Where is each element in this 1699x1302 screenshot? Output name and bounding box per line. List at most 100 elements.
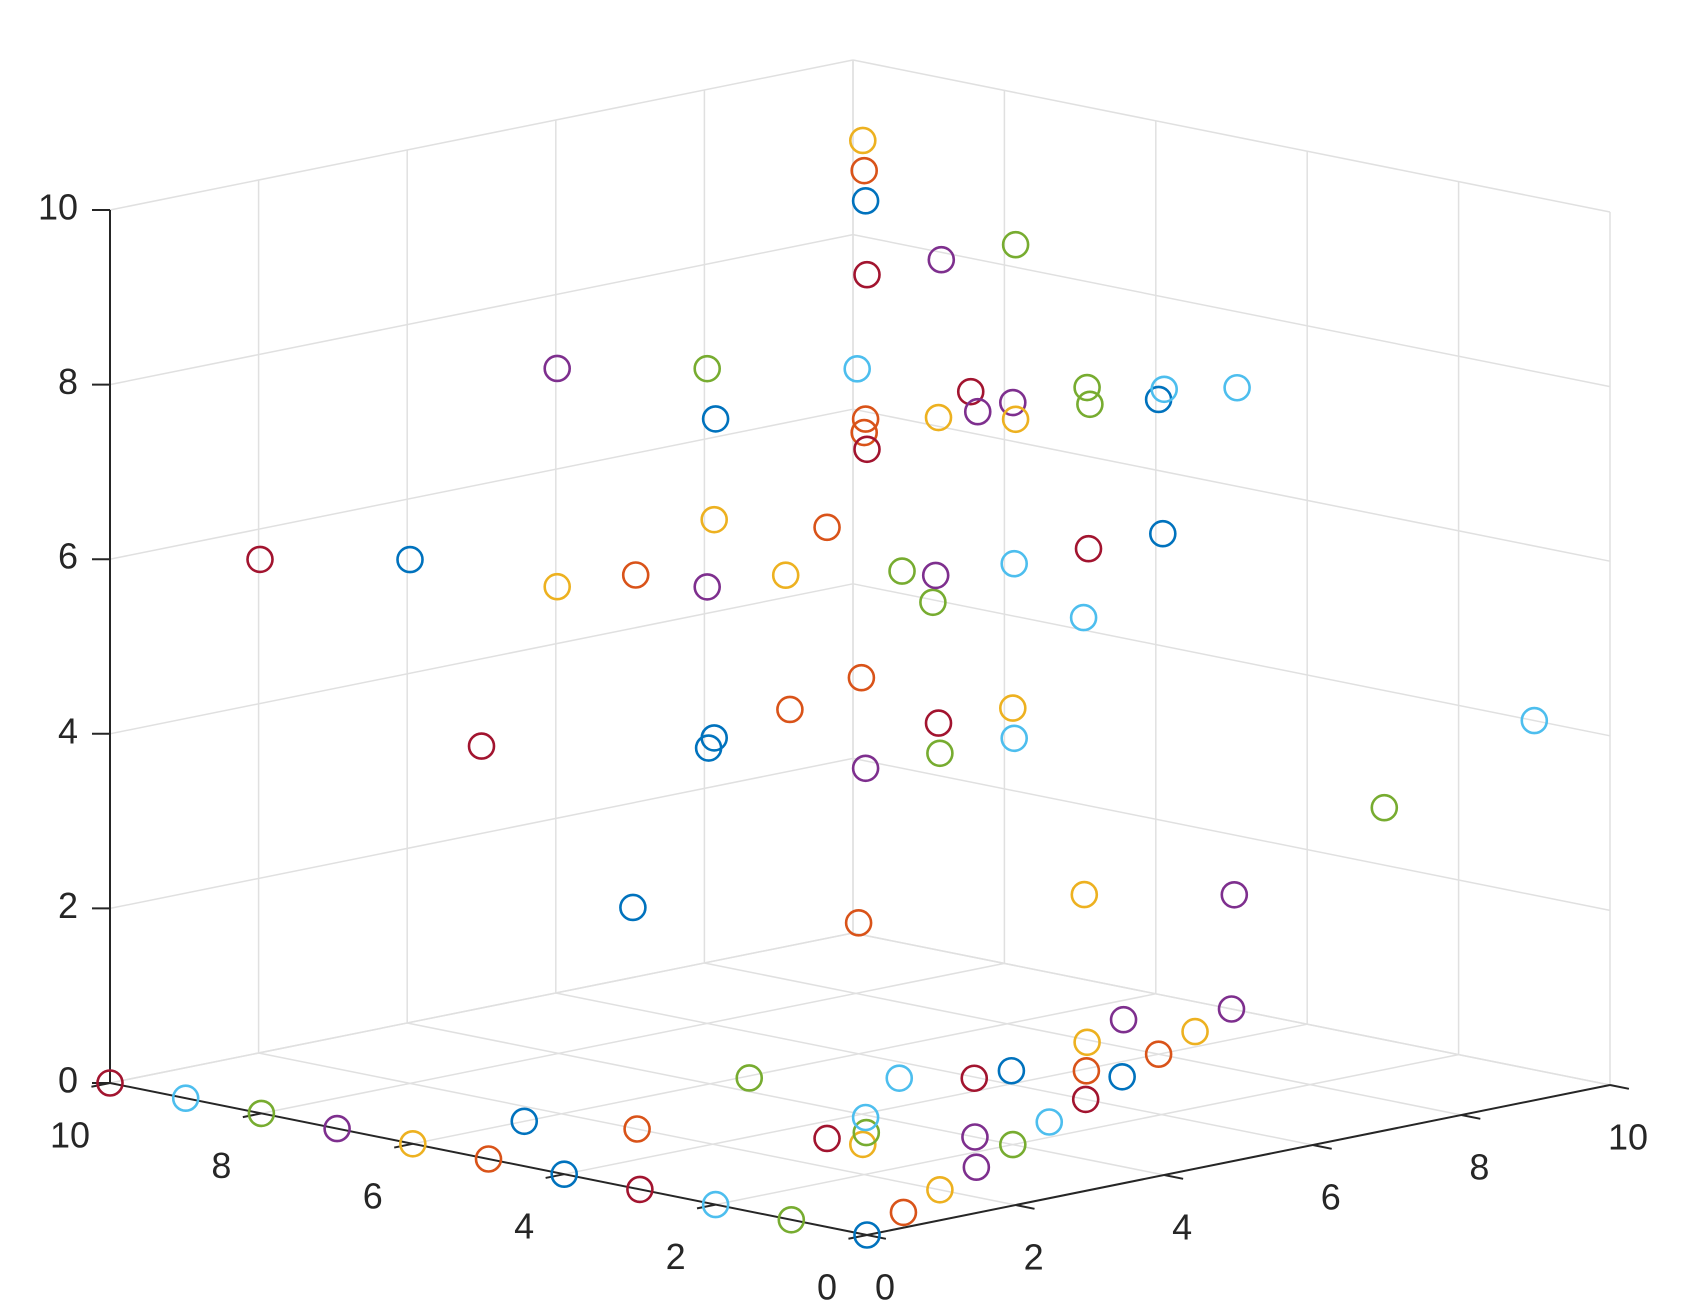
data-point-78 [851, 405, 880, 433]
data-point-88 [1001, 230, 1030, 259]
data-point-41 [467, 732, 496, 760]
data-point-21 [510, 1107, 539, 1136]
grid-floor-x-4 [407, 1022, 1165, 1176]
x-tick-2 [1015, 1204, 1035, 1210]
data-point-82 [1150, 375, 1178, 404]
data-point-62 [1074, 534, 1103, 563]
data-point-15 [474, 1145, 503, 1173]
grid-wall-x-z-4 [852, 583, 1611, 737]
data-point-43 [847, 663, 876, 692]
data-point-54 [1069, 603, 1098, 632]
data-point-38 [1220, 880, 1249, 909]
data-point-3 [962, 1153, 991, 1181]
data-point-32 [852, 1118, 881, 1147]
data-point-61 [1000, 549, 1029, 578]
grid-floor-y-2 [715, 1053, 1459, 1206]
data-point-7 [1108, 1063, 1136, 1091]
data-point-53 [919, 588, 947, 617]
data-point-49 [700, 724, 729, 752]
data-point-59 [921, 561, 950, 590]
grid-wall-x-z-10 [852, 59, 1611, 213]
data-point-72 [924, 403, 953, 432]
data-point-76 [853, 435, 881, 464]
data-point-16 [398, 1130, 427, 1158]
x-axis-line [866, 1084, 1611, 1236]
grid-wall-y-z-10 [109, 59, 854, 211]
grid-wall-x-z-2 [852, 757, 1611, 912]
data-point-2 [926, 1176, 954, 1204]
data-point-52 [693, 573, 722, 601]
data-point-87 [927, 245, 956, 274]
data-point-26 [885, 1064, 914, 1092]
data-point-71 [850, 418, 879, 447]
data-point-44 [998, 694, 1027, 722]
z-tick-label-4: 4 [58, 710, 78, 751]
data-point-10 [1217, 995, 1246, 1023]
data-point-81 [1076, 390, 1104, 419]
grid-wall-y-z-4 [109, 583, 854, 735]
data-point-75 [1223, 373, 1251, 402]
data-point-31 [1109, 1005, 1138, 1034]
data-point-11 [777, 1206, 806, 1234]
y-tick-4 [545, 1173, 565, 1179]
grid-floor-x-6 [555, 992, 1313, 1146]
data-point-37 [1070, 880, 1099, 909]
grid-wall-y-z-6 [109, 408, 854, 560]
data-point-8 [1144, 1040, 1173, 1068]
data-point-60 [888, 557, 916, 585]
data-point-45 [851, 754, 880, 783]
data-point-6 [1071, 1085, 1100, 1114]
data-point-29 [1072, 1057, 1101, 1085]
data-markers [96, 126, 1549, 1249]
data-point-36 [844, 909, 873, 937]
data-point-12 [701, 1190, 730, 1219]
data-point-57 [621, 561, 650, 589]
z-tick-label-0: 0 [58, 1060, 78, 1101]
data-point-5 [1035, 1108, 1064, 1136]
data-point-68 [843, 355, 872, 383]
data-point-4 [998, 1130, 1027, 1159]
data-point-30 [1073, 1028, 1101, 1057]
x-tick-label-6: 6 [1321, 1177, 1341, 1218]
data-point-9 [1181, 1017, 1209, 1046]
x-tick-label-10: 10 [1608, 1117, 1648, 1158]
back-panel-1 [110, 60, 853, 1083]
z-tick-label-10: 10 [38, 187, 78, 228]
data-point-86 [848, 126, 877, 155]
data-point-0 [853, 1221, 881, 1249]
data-point-65 [700, 505, 729, 534]
data-point-85 [850, 156, 879, 185]
grid-wall-y-z-8 [109, 233, 854, 386]
data-point-79 [1001, 405, 1030, 434]
y-tick-8 [242, 1112, 262, 1119]
y-tick-label-8: 8 [211, 1145, 231, 1186]
grid-wall-x-z-6 [852, 408, 1611, 562]
grid-floor-y-10 [109, 932, 854, 1084]
data-point-51 [543, 572, 572, 601]
y-tick-label-4: 4 [514, 1206, 534, 1247]
back-panel-0 [110, 933, 1610, 1235]
data-point-24 [961, 1123, 989, 1151]
data-point-73 [998, 388, 1027, 417]
data-point-83 [853, 260, 881, 289]
tick-marks [91, 209, 1630, 1240]
x-tick-label-0: 0 [875, 1267, 895, 1302]
data-point-23 [848, 1130, 877, 1159]
x-tick-0 [866, 1234, 887, 1240]
data-point-22 [623, 1115, 651, 1143]
grid-floor-y-8 [261, 962, 1005, 1115]
data-point-33 [851, 1103, 880, 1132]
data-point-40 [1520, 706, 1549, 735]
x-tick-6 [1312, 1144, 1332, 1150]
grid-floor-x-2 [258, 1052, 1016, 1206]
y-tick-0 [848, 1234, 868, 1240]
data-point-56 [396, 545, 424, 574]
data-point-67 [693, 354, 722, 383]
data-point-25 [735, 1064, 764, 1092]
grid-wall-x-z-8 [852, 233, 1611, 388]
data-point-77 [701, 405, 730, 433]
data-point-18 [247, 1099, 276, 1128]
grid-floor-x-10 [852, 932, 1611, 1086]
data-point-27 [960, 1064, 989, 1093]
